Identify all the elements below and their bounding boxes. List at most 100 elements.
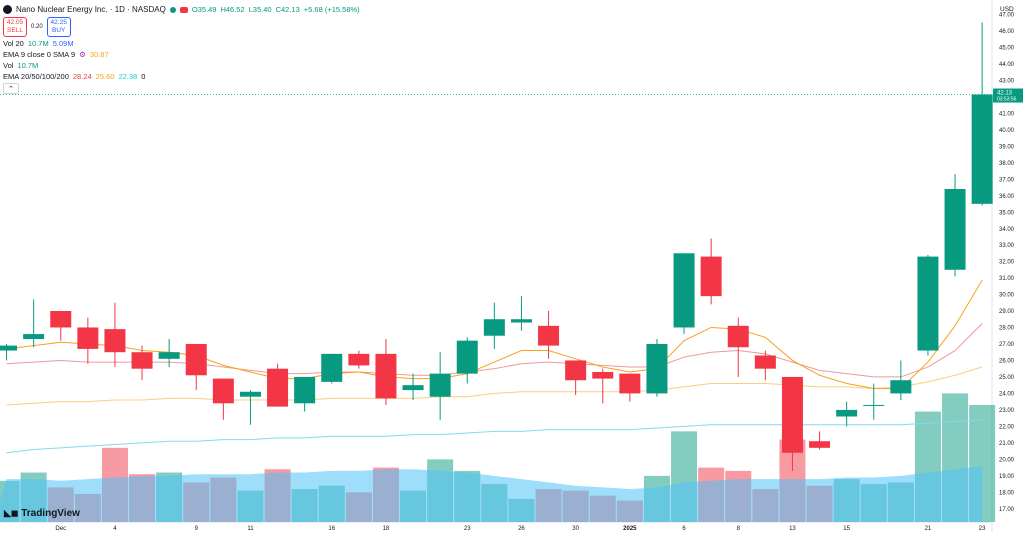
y-tick-label: 26.00 bbox=[999, 359, 1015, 365]
y-tick-label: 32.00 bbox=[999, 260, 1015, 266]
ema50-value: 25.60 bbox=[95, 72, 115, 81]
tv-logo-text: TradingView bbox=[21, 508, 80, 519]
candle-body bbox=[456, 340, 478, 374]
symbol-title[interactable]: Nano Nuclear Energy Inc. · 1D · NASDAQ bbox=[16, 5, 166, 14]
y-tick-label: 47.00 bbox=[999, 12, 1015, 18]
candle-body bbox=[23, 334, 45, 340]
x-tick-label: Dec bbox=[55, 526, 66, 532]
flag-icon bbox=[179, 6, 188, 13]
ema9-value: 30.87 bbox=[89, 50, 109, 59]
candle-body bbox=[781, 376, 803, 453]
market-status-icon bbox=[169, 6, 176, 13]
ema20-value: 28.24 bbox=[72, 72, 92, 81]
sell-price: 42.05 bbox=[6, 19, 24, 26]
y-tick-label: 28.00 bbox=[999, 326, 1015, 332]
spread-value: 0.20 bbox=[31, 24, 43, 30]
candle-body bbox=[104, 329, 126, 353]
ohlc-open: O35.49 bbox=[191, 5, 217, 14]
candle-body bbox=[592, 371, 614, 379]
indicator-vol[interactable]: Vol 10.7M bbox=[3, 60, 360, 71]
tradingview-logo: ◣◼ TradingView bbox=[4, 508, 80, 519]
ema50-line bbox=[6, 366, 983, 406]
indicator-vol20[interactable]: Vol 20 10.7M 5.09M bbox=[3, 38, 360, 49]
vol20-label: Vol 20 bbox=[3, 39, 24, 48]
vol20-ma-value: 5.09M bbox=[52, 39, 74, 48]
candle-body bbox=[375, 353, 397, 399]
tv-logo-icon: ◣◼ bbox=[4, 508, 19, 518]
x-tick-label: 6 bbox=[682, 526, 686, 532]
collapse-legend-button[interactable]: ⌃ bbox=[3, 83, 19, 94]
vol-label: Vol bbox=[3, 61, 14, 70]
y-tick-label: 21.00 bbox=[999, 441, 1015, 447]
x-tick-label: 15 bbox=[843, 526, 850, 532]
settings-icon[interactable]: ⚙ bbox=[79, 50, 86, 59]
candle-body bbox=[619, 373, 641, 394]
volume-ma-area bbox=[0, 465, 983, 522]
candle-body bbox=[131, 352, 153, 369]
candle-body bbox=[565, 360, 587, 381]
x-tick-label: 18 bbox=[383, 526, 390, 532]
y-tick-label: 24.00 bbox=[999, 392, 1015, 398]
buy-button[interactable]: 42.25 BUY bbox=[46, 17, 71, 37]
ohlc-close: C42.13 bbox=[275, 5, 300, 14]
buy-label: BUY bbox=[52, 27, 66, 34]
x-tick-label: 26 bbox=[518, 526, 525, 532]
candle-body bbox=[971, 94, 993, 204]
y-tick-label: 17.00 bbox=[999, 507, 1015, 513]
chevron-up-icon: ⌃ bbox=[8, 85, 14, 93]
y-tick-label: 46.00 bbox=[999, 29, 1015, 35]
y-tick-label: 35.00 bbox=[999, 210, 1015, 216]
candle-body bbox=[836, 409, 858, 417]
ema9-label: EMA 9 close 0 SMA 9 bbox=[3, 50, 76, 59]
ohlc-high: H46.52 bbox=[220, 5, 245, 14]
y-tick-label: 29.00 bbox=[999, 309, 1015, 315]
last-price-badge bbox=[993, 88, 1023, 103]
x-tick-label: 11 bbox=[247, 526, 254, 532]
candle-body bbox=[0, 345, 18, 351]
sell-button[interactable]: 42.05 SELL bbox=[3, 17, 27, 37]
candle-body bbox=[538, 325, 560, 346]
y-tick-label: 27.00 bbox=[999, 342, 1015, 348]
candle-body bbox=[77, 327, 99, 349]
candle-body bbox=[890, 380, 912, 394]
candle-body bbox=[212, 378, 234, 404]
candle-body bbox=[917, 256, 939, 351]
x-tick-label: 23 bbox=[464, 526, 471, 532]
y-tick-label: 23.00 bbox=[999, 408, 1015, 414]
y-tick-label: 38.00 bbox=[999, 161, 1015, 167]
candle-body bbox=[646, 343, 668, 394]
x-tick-label: 2025 bbox=[623, 526, 637, 532]
y-tick-label: 44.00 bbox=[999, 62, 1015, 68]
candle-body bbox=[185, 343, 207, 376]
candle-body bbox=[863, 404, 885, 406]
ema100-line bbox=[6, 419, 983, 454]
candle-body bbox=[267, 368, 289, 407]
candle-body bbox=[483, 319, 505, 336]
x-tick-label: 9 bbox=[195, 526, 199, 532]
y-tick-label: 36.00 bbox=[999, 194, 1015, 200]
candle-body bbox=[510, 319, 532, 323]
candle-body bbox=[754, 355, 776, 369]
ema-multi-label: EMA 20/50/100/200 bbox=[3, 72, 69, 81]
candle-body bbox=[348, 353, 370, 366]
y-tick-label: 30.00 bbox=[999, 293, 1015, 299]
candle-body bbox=[158, 352, 180, 359]
x-tick-label: 30 bbox=[572, 526, 579, 532]
y-tick-label: 18.00 bbox=[999, 491, 1015, 497]
candle-body bbox=[673, 253, 695, 328]
candle-body bbox=[294, 376, 316, 404]
x-tick-label: 13 bbox=[789, 526, 796, 532]
indicator-ema9[interactable]: EMA 9 close 0 SMA 9 ⚙ 30.87 bbox=[3, 49, 360, 60]
candle-body bbox=[809, 441, 831, 448]
y-tick-label: 31.00 bbox=[999, 276, 1015, 282]
y-tick-label: 20.00 bbox=[999, 458, 1015, 464]
y-tick-label: 39.00 bbox=[999, 144, 1015, 150]
y-tick-label: 25.00 bbox=[999, 375, 1015, 381]
x-tick-label: 4 bbox=[113, 526, 117, 532]
candle-body bbox=[429, 373, 451, 397]
x-tick-label: 16 bbox=[328, 526, 335, 532]
ohlc-low: L35.40 bbox=[248, 5, 272, 14]
indicator-ema-multi[interactable]: EMA 20/50/100/200 28.24 25.60 22.38 0 bbox=[3, 71, 360, 82]
candle-body bbox=[321, 353, 343, 382]
